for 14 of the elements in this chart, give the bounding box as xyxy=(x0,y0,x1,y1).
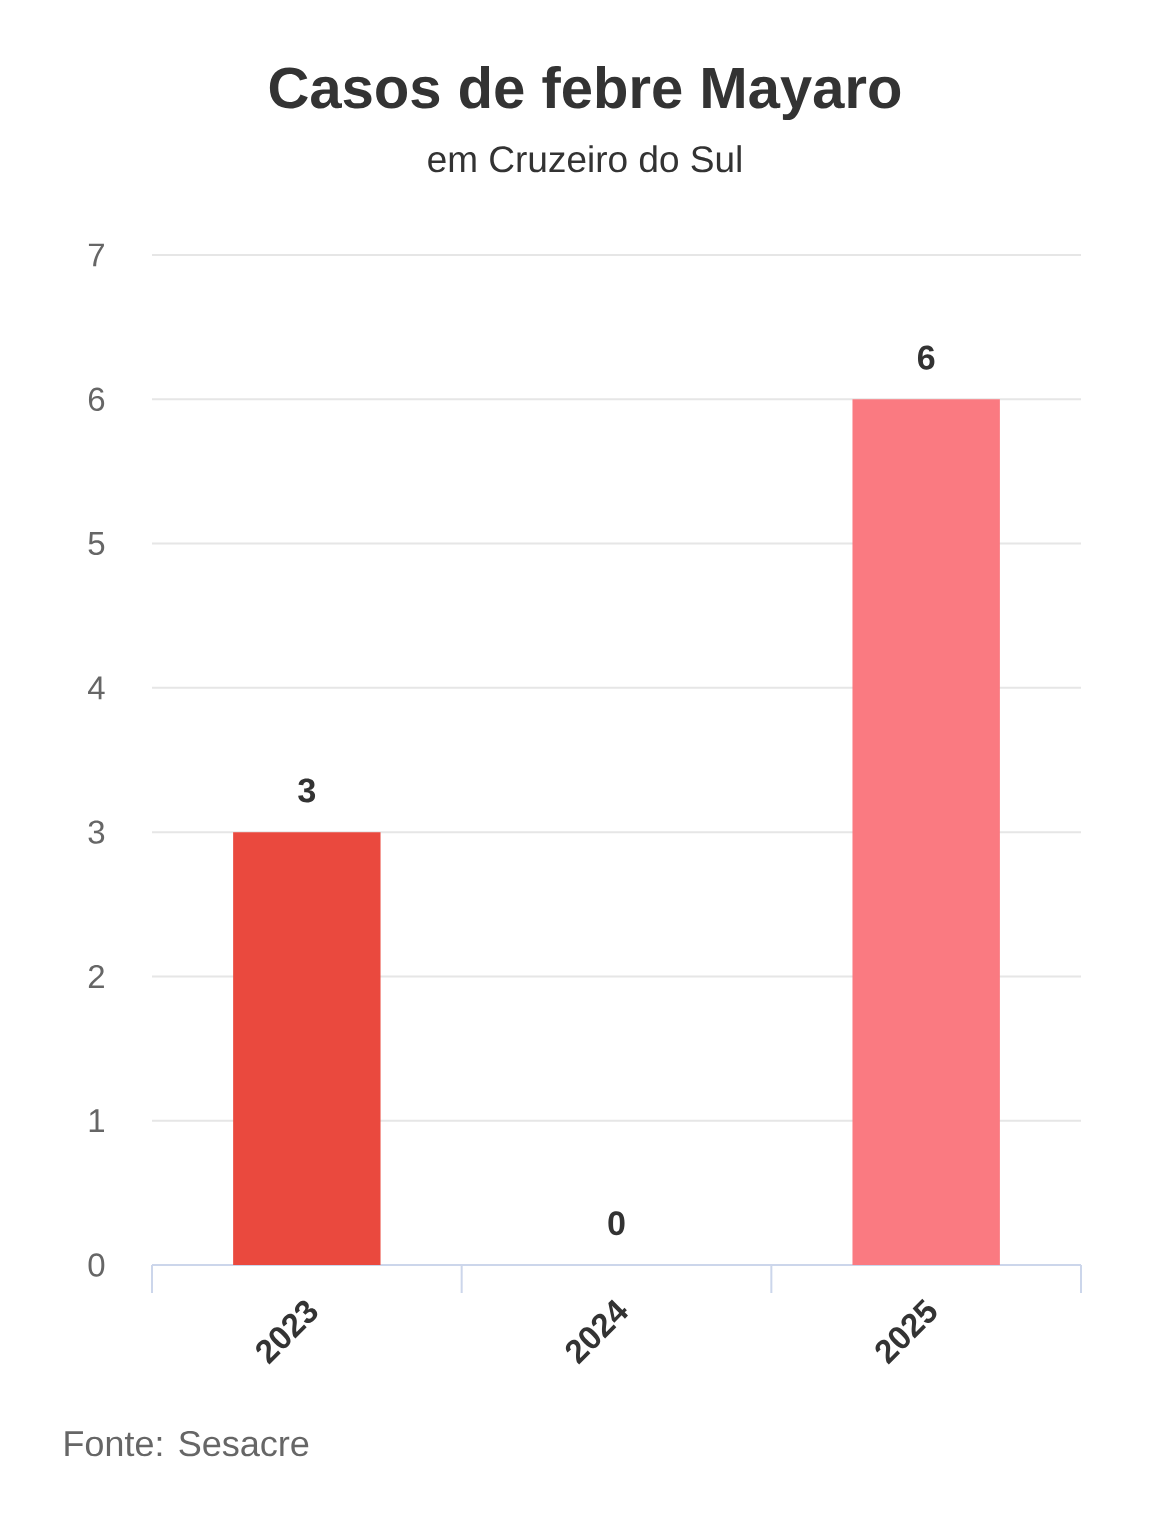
source-note: Fonte: Sesacre xyxy=(65,1430,309,1457)
y-tick-label: 4 xyxy=(88,676,105,700)
y-tick-label: 7 xyxy=(88,243,104,267)
y-tick-label: 2 xyxy=(88,964,104,988)
y-tick-label: 1 xyxy=(89,1109,104,1133)
y-tick-label: 0 xyxy=(88,1253,105,1277)
y-tick-label: 3 xyxy=(88,820,105,844)
y-tick-label: 5 xyxy=(88,532,105,556)
data-label: 3 xyxy=(298,778,316,803)
data-label: 6 xyxy=(917,345,935,370)
y-tick-label: 6 xyxy=(88,387,105,411)
chart-subtitle: em Cruzeiro do Sul xyxy=(428,145,741,173)
chart-title: Casos de febre Mayaro xyxy=(269,65,901,121)
data-label: 0 xyxy=(608,1211,625,1236)
